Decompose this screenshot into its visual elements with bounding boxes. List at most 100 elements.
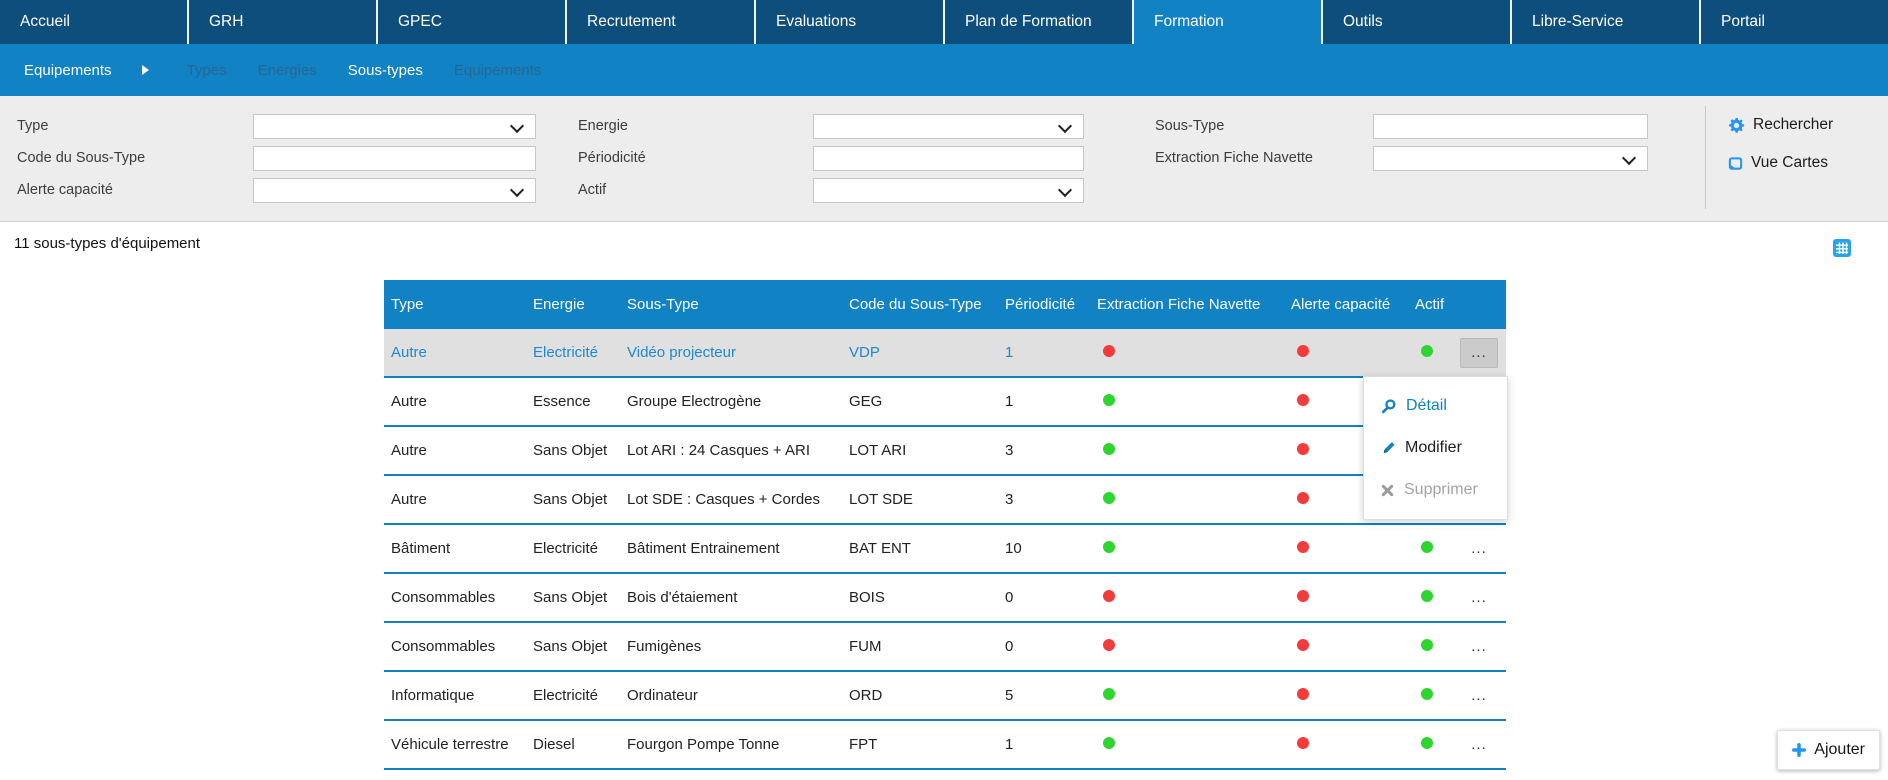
row-context-menu: Détail Modifier Supprimer bbox=[1363, 376, 1508, 520]
top-nav-tab-label: Libre-Service bbox=[1532, 13, 1624, 30]
cell-code: BAT ENT bbox=[849, 540, 911, 557]
cell-alerte-status bbox=[1284, 638, 1408, 655]
column-header-actif: Actif bbox=[1415, 296, 1445, 313]
status-dot-green bbox=[1103, 541, 1115, 553]
top-nav-tab-evaluations[interactable]: Evaluations bbox=[754, 0, 943, 44]
cell-extraction-status bbox=[1090, 442, 1284, 459]
table-row[interactable]: Autre Sans Objet Lot ARI : 24 Casques + AR… bbox=[384, 427, 1506, 476]
filter-actif-select[interactable] bbox=[813, 178, 1084, 203]
top-nav-tab-outils[interactable]: Outils bbox=[1321, 0, 1510, 44]
card-view-button[interactable]: Vue Cartes bbox=[1728, 150, 1833, 176]
cell-row-actions: ... bbox=[1452, 589, 1506, 606]
status-dot-green bbox=[1421, 590, 1433, 602]
filter-field: Code du Sous-Type bbox=[0, 146, 1888, 171]
table-view-icon[interactable] bbox=[1833, 239, 1851, 257]
card-icon bbox=[1728, 156, 1743, 171]
top-nav-tab-accueil[interactable]: Accueil bbox=[0, 0, 187, 44]
table-row[interactable]: Informatique Electricité Ordinateur ORD 5... bbox=[384, 672, 1506, 721]
gear-icon bbox=[1728, 117, 1745, 134]
filter-field-label: Alerte capacité bbox=[17, 182, 113, 198]
filter-field-label: Sous-Type bbox=[1155, 118, 1225, 134]
ellipsis-button[interactable]: ... bbox=[1471, 589, 1487, 606]
top-navigation: Accueil GRH GPEC Recrutement Evaluations Plan… bbox=[0, 0, 1888, 44]
cell-code: ORD bbox=[849, 687, 883, 704]
status-dot-green bbox=[1103, 492, 1115, 504]
filter-code-du-sous-type-input[interactable] bbox=[253, 146, 536, 171]
top-nav-tab-grh[interactable]: GRH bbox=[187, 0, 376, 44]
search-button[interactable]: Rechercher bbox=[1728, 112, 1833, 138]
plus-icon bbox=[1792, 743, 1807, 757]
top-nav-tab-label: Formation bbox=[1154, 13, 1224, 30]
top-nav-tab-portail[interactable]: Portail bbox=[1699, 0, 1888, 44]
cell-actif-status bbox=[1408, 540, 1452, 557]
context-menu-item-supprimer[interactable]: Supprimer bbox=[1364, 469, 1507, 511]
table-row[interactable]: Bâtiment Electricité Bâtiment Entrainement… bbox=[384, 525, 1506, 574]
ellipsis-button[interactable]: ... bbox=[1460, 337, 1498, 368]
cell-type: Autre bbox=[391, 491, 427, 508]
context-menu-item-detail[interactable]: Détail bbox=[1364, 385, 1507, 427]
top-nav-tab-gpec[interactable]: GPEC bbox=[376, 0, 565, 44]
pencil-icon bbox=[1380, 440, 1396, 456]
subnav-item-energies[interactable]: Energies bbox=[257, 61, 317, 79]
cell-type: Consommables bbox=[391, 589, 496, 606]
top-nav-tab-plan-de-formation[interactable]: Plan de Formation bbox=[943, 0, 1132, 44]
ellipsis-button[interactable]: ... bbox=[1471, 540, 1487, 557]
table-row[interactable]: Consommables Sans Objet Fumigènes FUM 0... bbox=[384, 623, 1506, 672]
top-nav-tab-libre-service[interactable]: Libre-Service bbox=[1510, 0, 1699, 44]
cell-alerte-status bbox=[1284, 491, 1408, 508]
filter-actions: Rechercher Vue Cartes bbox=[1728, 112, 1833, 188]
add-button[interactable]: Ajouter bbox=[1777, 730, 1880, 770]
ellipsis-button[interactable]: ... bbox=[1471, 736, 1487, 753]
filter-extraction-fiche-navette-select[interactable] bbox=[1373, 146, 1648, 171]
cell-code: BOIS bbox=[849, 589, 885, 606]
table-row[interactable]: Autre Essence Groupe Electrogène GEG 1 bbox=[384, 378, 1506, 427]
column-header-alerte-capacite: Alerte capacité bbox=[1291, 296, 1391, 313]
cell-extraction-status bbox=[1090, 393, 1284, 410]
subnav-item-sous-types[interactable]: Sous-types bbox=[347, 61, 423, 79]
table-row[interactable]: Autre Sans Objet Lot SDE : Casques + Corde… bbox=[384, 476, 1506, 525]
cell-actif-status bbox=[1408, 589, 1452, 606]
filter-panel: Rechercher Vue Cartes Type Energie Sous-… bbox=[0, 96, 1888, 222]
status-dot-red bbox=[1297, 492, 1309, 504]
cell-extraction-status bbox=[1090, 589, 1284, 606]
status-dot-red bbox=[1297, 443, 1309, 455]
table-row[interactable]: Véhicule terrestre Diesel Fourgon Pompe To… bbox=[384, 721, 1506, 770]
filter-alerte-capacite-select[interactable] bbox=[253, 178, 536, 203]
top-nav-tab-recrutement[interactable]: Recrutement bbox=[565, 0, 754, 44]
top-nav-tab-formation[interactable]: Formation bbox=[1132, 0, 1321, 44]
cell-alerte-status bbox=[1284, 687, 1408, 704]
filter-periodicite-input[interactable] bbox=[813, 146, 1084, 171]
cell-extraction-status bbox=[1090, 540, 1284, 557]
top-nav-tab-label: Evaluations bbox=[776, 13, 857, 30]
cell-sous_type: Bois d'étaiement bbox=[627, 589, 738, 606]
filter-field-label: Energie bbox=[578, 118, 628, 134]
cell-sous_type: Fumigènes bbox=[627, 638, 702, 655]
table-body: Autre Electricité Vidéo projecteur VDP 1... A… bbox=[384, 329, 1506, 770]
subnav-item-types[interactable]: Types bbox=[186, 61, 227, 79]
filter-field-label: Extraction Fiche Navette bbox=[1155, 150, 1313, 166]
subnav-root-equipements[interactable]: Equipements bbox=[24, 61, 112, 79]
filter-sous-type-input[interactable] bbox=[1373, 114, 1648, 139]
status-dot-red bbox=[1297, 345, 1309, 357]
context-menu-item-modifier[interactable]: Modifier bbox=[1364, 427, 1507, 469]
cell-energie: Essence bbox=[533, 393, 591, 410]
x-icon bbox=[1380, 483, 1395, 498]
cell-actif-status bbox=[1408, 638, 1452, 655]
filter-energie-select[interactable] bbox=[813, 114, 1084, 139]
context-menu-item-label: Détail bbox=[1406, 397, 1447, 414]
top-nav-tab-label: Accueil bbox=[20, 13, 70, 30]
ellipsis-button[interactable]: ... bbox=[1471, 687, 1487, 704]
cell-alerte-status bbox=[1284, 344, 1408, 361]
status-dot-red bbox=[1103, 345, 1115, 357]
cell-sous_type: Fourgon Pompe Tonne bbox=[627, 736, 780, 753]
subnav-item-equipements[interactable]: Equipements bbox=[453, 61, 542, 79]
status-dot-red bbox=[1297, 688, 1309, 700]
cell-sous_type: Vidéo projecteur bbox=[627, 344, 736, 361]
filter-field: Extraction Fiche Navette bbox=[0, 146, 1888, 171]
cell-type: Informatique bbox=[391, 687, 475, 704]
filter-type-select[interactable] bbox=[253, 114, 536, 139]
top-nav-tab-label: GPEC bbox=[398, 13, 442, 30]
table-row[interactable]: Autre Electricité Vidéo projecteur VDP 1... bbox=[384, 329, 1506, 378]
table-row[interactable]: Consommables Sans Objet Bois d'étaiement BO… bbox=[384, 574, 1506, 623]
ellipsis-button[interactable]: ... bbox=[1471, 638, 1487, 655]
